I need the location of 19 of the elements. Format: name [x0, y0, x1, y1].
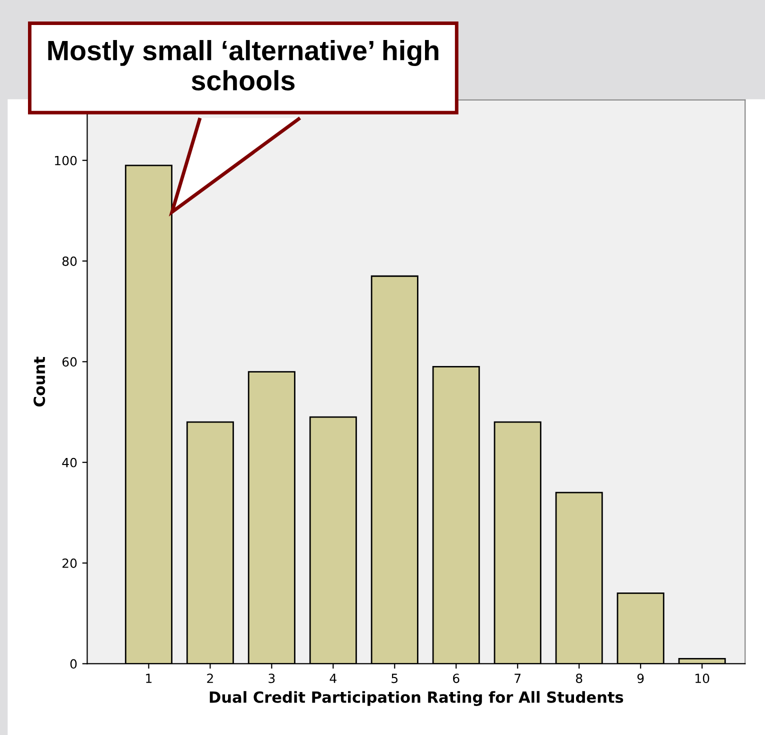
x-tick-label: 8: [576, 674, 582, 684]
y-tick-label: 20: [62, 558, 77, 568]
x-tick-label: 5: [392, 674, 398, 684]
x-axis-title: Dual Credit Participation Rating for All Students: [210, 691, 624, 706]
x-tick-label: 1: [146, 674, 152, 683]
x-tick-label: 7: [514, 674, 521, 683]
y-tick-label: 100: [55, 156, 77, 166]
x-tick-label: 2: [207, 674, 213, 683]
y-tick-label: 80: [62, 256, 77, 266]
x-tick-label: 10: [695, 674, 710, 684]
text: Mostly small ‘alternative’ high schools: [48, 40, 438, 90]
x-tick-label: 3: [268, 674, 275, 684]
y-axis-title: Count: [34, 356, 46, 406]
y-tick-label: 40: [62, 458, 77, 468]
x-tick-label: 6: [453, 674, 460, 684]
y-tick-label: 0: [70, 659, 77, 669]
x-tick-label: 9: [637, 674, 644, 684]
x-tick-label: 4: [330, 674, 336, 683]
y-tick-label: 60: [62, 357, 77, 367]
